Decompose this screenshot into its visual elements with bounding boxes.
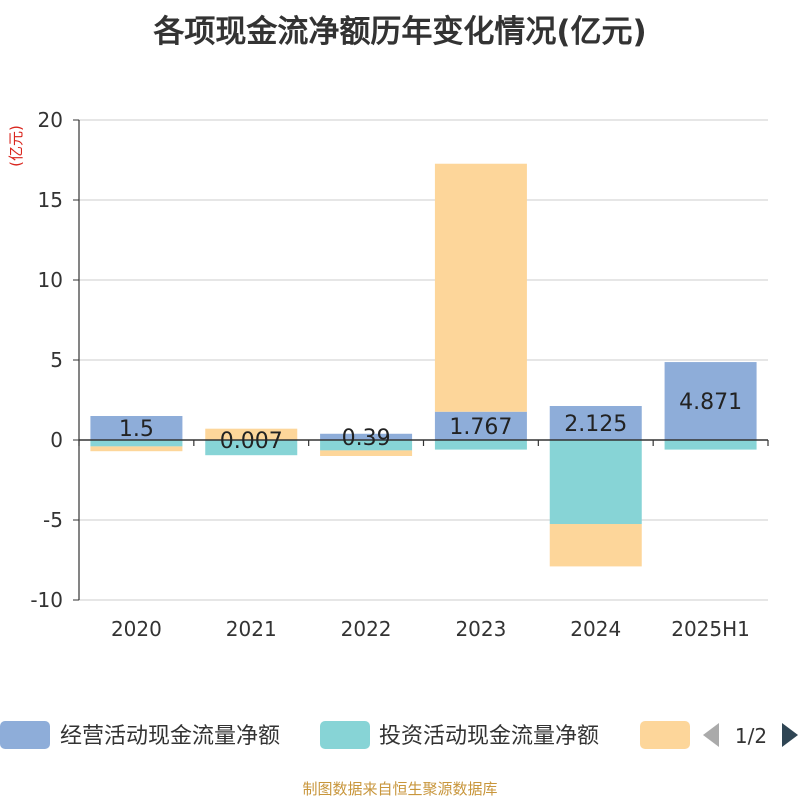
legend-swatch-investing[interactable] xyxy=(320,721,370,749)
bars xyxy=(90,163,757,567)
legend-swatch-operating[interactable] xyxy=(0,721,50,749)
data-label: 1.5 xyxy=(119,417,154,442)
data-label: 1.767 xyxy=(449,415,512,440)
bar-segment-investing[interactable] xyxy=(90,440,183,447)
legend-next-page-icon[interactable] xyxy=(782,723,798,747)
bar-segment-investing[interactable] xyxy=(549,440,642,524)
y-tick-label: 0 xyxy=(50,428,63,452)
y-tick-label: -10 xyxy=(30,588,63,612)
legend-swatch-financing[interactable] xyxy=(640,721,690,749)
bar-segment-investing[interactable] xyxy=(205,440,298,456)
data-labels: 1.5 0.007 0.39 1.767 2.125 4.871 xyxy=(119,390,742,454)
y-tick-label: 5 xyxy=(50,348,63,372)
x-tick-label: 2025H1 xyxy=(671,617,750,641)
x-tick-label: 2021 xyxy=(226,617,277,641)
legend-label[interactable]: 经营活动现金流量净额 xyxy=(60,724,280,749)
data-label: 0.007 xyxy=(220,429,283,454)
bar-segment-operating[interactable] xyxy=(434,411,527,440)
data-label: 4.871 xyxy=(679,390,742,415)
bar-segment-operating[interactable] xyxy=(90,416,183,440)
legend-page-indicator: 1/2 xyxy=(735,724,767,748)
source-footer: 制图数据来自恒生聚源数据库 xyxy=(302,780,498,798)
bar-segment-financing[interactable] xyxy=(90,446,183,452)
data-label: 0.39 xyxy=(342,426,391,451)
x-tick-label: 2020 xyxy=(111,617,162,641)
x-tick-label: 2024 xyxy=(570,617,621,641)
bar-segment-investing[interactable] xyxy=(320,440,413,451)
legend-label[interactable]: 投资活动现金流量净额 xyxy=(379,724,599,749)
x-tick-label: 2023 xyxy=(455,617,506,641)
chart-title: 各项现金流净额历年变化情况(亿元) xyxy=(153,14,647,50)
bar-segment-investing[interactable] xyxy=(434,440,527,450)
bar-segment-operating[interactable] xyxy=(549,406,642,440)
axes: 20 15 10 5 0 -5 -10 (亿元) 2020 2021 2022 2023 2024 202… xyxy=(7,108,769,641)
y-axis-unit-label: (亿元) xyxy=(7,125,25,167)
grid-lines xyxy=(79,119,768,601)
bar-segment-operating[interactable] xyxy=(664,362,757,440)
bar-segment-financing[interactable] xyxy=(205,428,298,440)
y-tick-label: -5 xyxy=(43,508,63,532)
legend: 经营活动现金流量净额 投资活动现金流量净额 1/2 xyxy=(0,721,798,749)
y-tick-label: 10 xyxy=(38,268,63,292)
legend-prev-page-icon[interactable] xyxy=(703,723,719,747)
bar-segment-operating[interactable] xyxy=(320,433,413,440)
bar-segment-financing[interactable] xyxy=(434,163,527,412)
x-tick-label: 2022 xyxy=(341,617,392,641)
y-tick-label: 20 xyxy=(38,108,63,132)
bar-segment-financing[interactable] xyxy=(320,450,413,456)
bar-segment-investing[interactable] xyxy=(664,440,757,450)
data-label: 2.125 xyxy=(564,412,627,437)
y-tick-label: 15 xyxy=(38,188,63,212)
bar-segment-financing[interactable] xyxy=(549,524,642,567)
